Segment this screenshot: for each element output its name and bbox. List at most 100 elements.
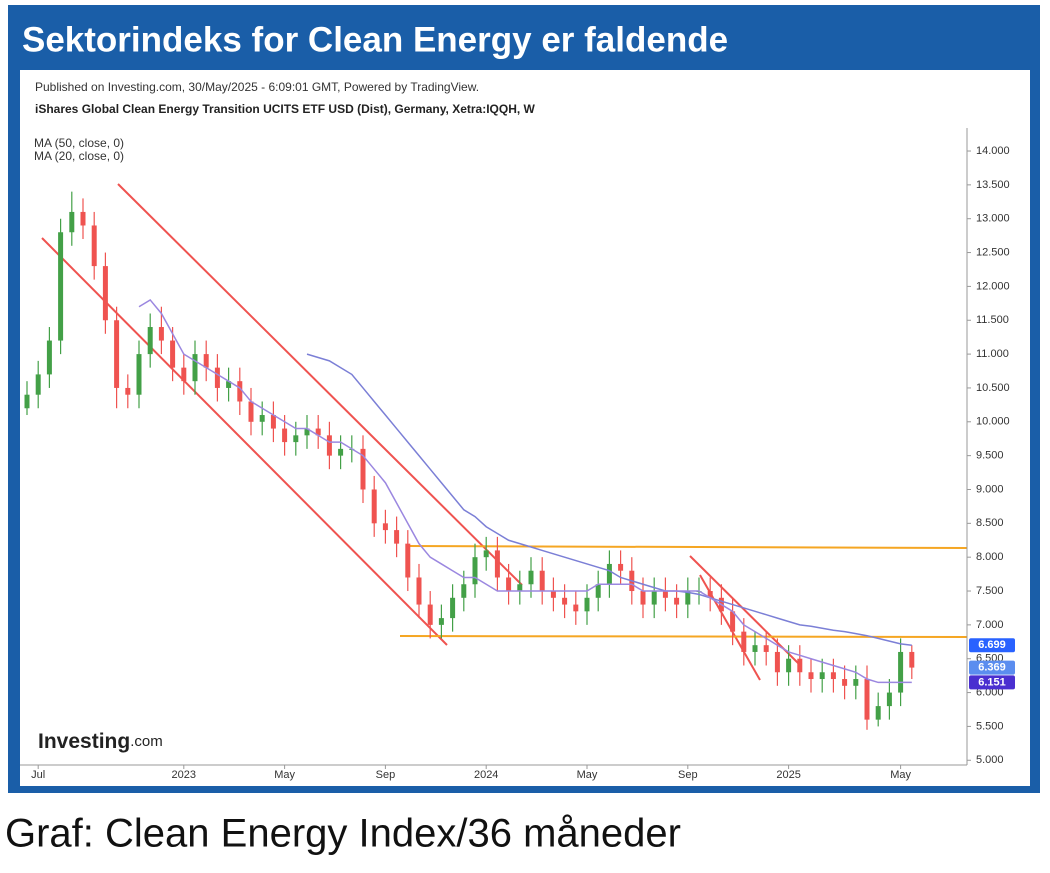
candle-body (662, 591, 668, 598)
caption: Graf: Clean Energy Index/36 måneder (5, 812, 681, 856)
header-title: Sektorindeks for Clean Energy er faldend… (22, 20, 728, 59)
support-line (407, 545, 968, 549)
candle-body (158, 327, 164, 341)
candle-body (864, 679, 870, 720)
candle-body (226, 381, 232, 388)
candle-body (562, 597, 568, 605)
chart-area (20, 70, 1030, 786)
candle-body (394, 530, 400, 544)
candle-body (438, 618, 444, 625)
candle-body (651, 591, 657, 605)
y-tick-label: 10.500 (976, 382, 1010, 394)
y-tick-label: 12.000 (976, 280, 1010, 292)
x-tick-label: 2024 (474, 769, 498, 781)
candle-body (259, 415, 265, 422)
candle-body (539, 570, 545, 592)
candle-body (181, 367, 187, 382)
legend-entry: MA (20, close, 0) (34, 149, 124, 163)
candle-body (898, 651, 904, 693)
candle-body (819, 672, 825, 680)
candle-body (114, 320, 120, 388)
candle-body (192, 354, 198, 382)
published: Published on Investing.com, 30/May/2025 … (35, 80, 479, 94)
y-tick-label: 8.000 (976, 551, 1004, 563)
y-tick-label: 13.500 (976, 179, 1010, 191)
candle-body (517, 584, 523, 592)
candle-body (91, 225, 97, 267)
candle-body (774, 651, 780, 673)
candle-body (550, 591, 556, 598)
watermark: Investing.com (38, 730, 163, 753)
y-tick-label: 13.000 (976, 213, 1010, 225)
x-tick-label: Sep (678, 769, 698, 781)
candle-body (853, 679, 859, 686)
trendline (117, 183, 523, 586)
candle-body (416, 577, 422, 605)
x-tick-label: May (274, 769, 295, 781)
y-tick-label: 7.500 (976, 585, 1004, 597)
candle-body (741, 631, 747, 652)
candle-body (136, 354, 142, 395)
candle-body (461, 584, 467, 598)
candle-body (125, 387, 131, 395)
candle-body (606, 563, 612, 585)
candle-body (237, 381, 243, 402)
watermark-suffix: .com (130, 733, 163, 750)
candle-body (674, 597, 680, 605)
candle-body (730, 611, 736, 632)
y-tick-label: 10.000 (976, 416, 1010, 428)
y-tick-label: 5.000 (976, 754, 1004, 766)
candle-body (584, 597, 590, 612)
candle-body (528, 570, 534, 585)
price-tag (969, 660, 1015, 675)
candle-body (595, 584, 601, 598)
candle-body (573, 604, 579, 612)
candle-body (875, 706, 881, 720)
x-tick-label: Jul (31, 769, 45, 781)
candle-body (326, 435, 332, 456)
candle-body (203, 354, 209, 368)
ma-line (306, 353, 912, 646)
candle-body (214, 367, 220, 388)
y-tick-label: 8.500 (976, 517, 1004, 529)
candle-body (46, 340, 52, 375)
ma-line (138, 298, 912, 684)
candle-body (304, 428, 310, 436)
candle-body (808, 672, 814, 680)
x-tick-label: 2023 (172, 769, 196, 781)
candle-body (763, 645, 769, 652)
x-tick-label: 2025 (776, 769, 800, 781)
watermark-main: Investing (38, 730, 130, 753)
x-tick-label: May (577, 769, 598, 781)
trendline (689, 555, 801, 666)
support-line (399, 635, 968, 638)
x-tick-label: May (890, 769, 911, 781)
candle-body (382, 523, 388, 531)
x-tick-label: Sep (376, 769, 396, 781)
y-tick-label: 12.500 (976, 246, 1010, 258)
price-tag (969, 675, 1015, 690)
price-tag-label: 6.699 (978, 639, 1006, 651)
price-tag-label: 6.369 (978, 661, 1006, 673)
candle-body (909, 651, 915, 668)
y-tick-label: 6.000 (976, 686, 1004, 698)
price-tag-label: 6.151 (978, 676, 1006, 688)
y-tick-label: 11.000 (976, 348, 1009, 360)
candle-body (450, 597, 456, 619)
y-tick-label: 9.500 (976, 450, 1004, 462)
candle-body (338, 448, 344, 456)
y-tick-label: 9.000 (976, 483, 1004, 495)
candle-body (58, 232, 64, 341)
y-tick-label: 11.500 (976, 314, 1009, 326)
candle-body (102, 266, 108, 321)
candle-body (371, 489, 377, 524)
candle-body (797, 658, 803, 673)
candle-body (35, 374, 41, 395)
candle-body (315, 428, 321, 436)
candle-body (472, 557, 478, 585)
candle-body (427, 604, 433, 625)
y-tick-label: 14.000 (976, 145, 1010, 157)
price-tag (969, 638, 1015, 653)
candle-body (685, 591, 691, 605)
